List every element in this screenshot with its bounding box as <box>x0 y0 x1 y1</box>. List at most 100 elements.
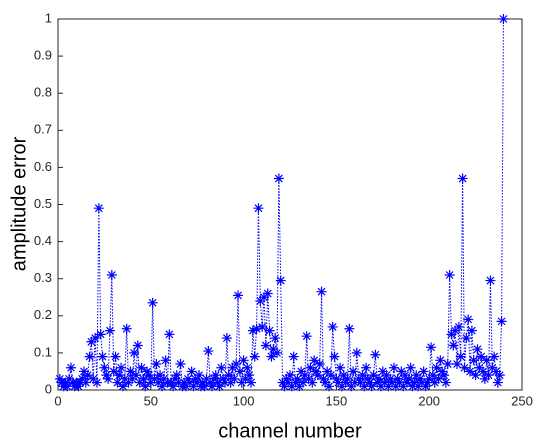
marker <box>270 333 281 344</box>
marker <box>431 362 442 373</box>
marker <box>453 321 464 332</box>
marker <box>450 325 461 336</box>
marker <box>173 377 184 388</box>
marker <box>465 366 476 377</box>
marker <box>199 381 210 392</box>
marker <box>327 321 338 332</box>
marker <box>390 381 401 392</box>
marker <box>383 381 394 392</box>
marker <box>426 342 437 353</box>
marker <box>398 381 409 392</box>
marker <box>448 340 459 351</box>
marker <box>364 377 375 388</box>
marker <box>103 373 114 384</box>
marker <box>314 359 325 370</box>
marker <box>93 203 104 214</box>
marker <box>420 381 431 392</box>
marker <box>260 340 271 351</box>
marker <box>491 366 502 377</box>
marker <box>297 377 308 388</box>
marker <box>292 373 303 384</box>
marker <box>366 381 377 392</box>
marker <box>116 362 127 373</box>
marker <box>301 331 312 342</box>
marker <box>208 373 219 384</box>
marker <box>253 203 264 214</box>
marker <box>440 377 451 388</box>
marker <box>275 275 286 286</box>
marker <box>77 373 88 384</box>
marker <box>62 381 73 392</box>
marker <box>190 373 201 384</box>
marker <box>127 373 138 384</box>
marker <box>379 377 390 388</box>
marker <box>452 359 463 370</box>
marker <box>342 373 353 384</box>
marker <box>192 377 203 388</box>
marker <box>407 381 418 392</box>
marker <box>272 347 283 358</box>
marker <box>346 381 357 392</box>
marker <box>344 323 355 334</box>
marker <box>179 377 190 388</box>
marker <box>86 336 97 347</box>
marker <box>487 362 498 373</box>
marker <box>476 351 487 362</box>
marker <box>60 377 71 388</box>
marker <box>478 366 489 377</box>
marker <box>413 381 424 392</box>
marker <box>171 370 182 381</box>
marker <box>294 381 305 392</box>
marker <box>418 366 429 377</box>
marker <box>401 377 412 388</box>
marker <box>151 359 162 370</box>
marker <box>238 355 249 366</box>
marker <box>266 351 277 362</box>
marker <box>84 351 95 362</box>
marker <box>374 373 385 384</box>
marker <box>361 362 372 373</box>
marker <box>106 269 117 280</box>
y-tick-label: 0 <box>45 381 52 396</box>
marker <box>385 373 396 384</box>
marker <box>255 295 266 306</box>
marker <box>101 370 112 381</box>
marker <box>375 381 386 392</box>
marker <box>181 381 192 392</box>
marker <box>322 366 333 377</box>
marker <box>299 370 310 381</box>
marker <box>381 370 392 381</box>
y-tick-label: 0.9 <box>34 48 52 63</box>
marker <box>218 373 229 384</box>
marker <box>316 286 327 297</box>
marker <box>433 373 444 384</box>
marker <box>394 377 405 388</box>
marker <box>64 373 75 384</box>
y-tick-label: 0.5 <box>34 196 52 211</box>
marker <box>257 321 268 332</box>
x-tick-label: 200 <box>418 393 440 408</box>
marker <box>203 346 214 357</box>
x-tick-label: 50 <box>144 393 158 408</box>
marker <box>323 381 334 392</box>
marker <box>439 370 450 381</box>
marker <box>114 370 125 381</box>
marker <box>461 333 472 344</box>
marker <box>437 366 448 377</box>
marker <box>283 377 294 388</box>
marker <box>427 370 438 381</box>
marker <box>468 355 479 366</box>
marker <box>405 362 416 373</box>
marker <box>268 344 279 355</box>
marker <box>160 355 171 366</box>
marker <box>362 373 373 384</box>
marker <box>121 323 132 334</box>
marker <box>355 377 366 388</box>
marker <box>246 377 257 388</box>
x-tick-label: 100 <box>233 393 255 408</box>
marker <box>229 373 240 384</box>
marker <box>143 370 154 381</box>
marker <box>320 377 331 388</box>
marker <box>351 347 362 358</box>
